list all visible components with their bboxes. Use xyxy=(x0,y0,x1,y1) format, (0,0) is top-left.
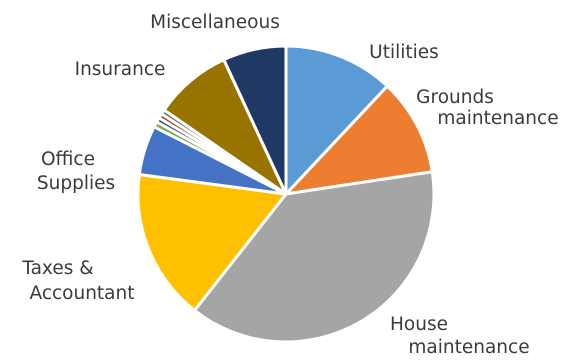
label-utilities: Utilities xyxy=(369,42,439,63)
label-house-line1: House xyxy=(390,314,448,335)
label-office-line1: Office xyxy=(41,149,95,170)
label-taxes-line2: Accountant xyxy=(29,283,134,304)
label-insurance: Insurance xyxy=(75,59,166,80)
label-grounds-line2: maintenance xyxy=(437,108,558,129)
label-miscellaneous: Miscellaneous xyxy=(150,12,280,33)
pie-slice-taxes-accountant xyxy=(136,173,288,312)
label-grounds-line1: Grounds xyxy=(416,87,494,108)
label-taxes-line1: Taxes & xyxy=(21,258,93,279)
pie-slice-house-maintenance xyxy=(193,170,436,344)
pie-slice-utilities xyxy=(284,44,389,196)
label-office-line2: Supplies xyxy=(37,173,115,194)
pie-slices xyxy=(136,44,436,344)
pie-slice-grounds-maintenance xyxy=(284,84,434,196)
pie-slice-miscellaneous xyxy=(222,44,288,196)
label-house-line2: maintenance xyxy=(408,337,529,358)
